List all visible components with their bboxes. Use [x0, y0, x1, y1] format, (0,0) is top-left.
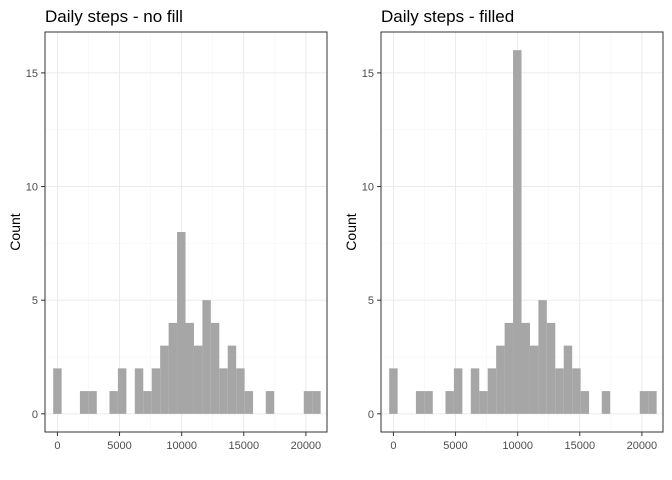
y-tick-label: 0	[32, 409, 38, 421]
chart-panel-2: 0 5000 10000 15000 20000 0 5 10 15 Daily steps - …	[343, 7, 664, 452]
histogram-bar	[79, 391, 89, 414]
x-tick-label: 15000	[228, 440, 259, 452]
histogram-bar	[648, 391, 657, 414]
histogram-bar	[504, 322, 514, 414]
histogram-bar	[134, 368, 144, 414]
histogram-bar	[487, 368, 497, 414]
x-tick-label: 5000	[443, 440, 467, 452]
histogram-bar	[580, 391, 590, 414]
x-tick-label: 15000	[564, 440, 595, 452]
chart-title: Daily steps - no fill	[45, 7, 183, 26]
histogram-bar	[265, 391, 275, 414]
y-axis-label: Count	[343, 213, 359, 250]
histogram-bar	[303, 391, 313, 414]
histogram-bar	[193, 345, 203, 414]
histogram-bar	[563, 345, 573, 414]
histogram-bar	[639, 391, 649, 414]
histogram-bar	[415, 391, 425, 414]
chart-panel-1: 0 5000 10000 15000 20000 0 5 10 15 Daily steps - …	[7, 7, 328, 452]
histogram-bar	[117, 368, 127, 414]
histogram-bar	[227, 345, 237, 414]
histogram-bar	[513, 50, 522, 414]
x-tick-label: 5000	[107, 440, 131, 452]
histogram-bar	[538, 300, 547, 414]
y-tick-label: 5	[368, 295, 374, 307]
x-tick-label: 0	[390, 440, 396, 452]
histogram-bar	[244, 391, 254, 414]
histogram-bar	[151, 368, 161, 414]
panel-border	[44, 31, 328, 433]
histogram-bar	[168, 322, 178, 414]
histogram-bar	[572, 368, 581, 414]
y-tick-label: 10	[362, 182, 374, 194]
y-tick-label: 15	[362, 68, 374, 80]
histogram-bar	[453, 368, 463, 414]
histogram-bar	[88, 391, 97, 414]
histogram-bar	[53, 368, 62, 414]
histogram-bar	[219, 368, 228, 414]
histogram-bar	[210, 322, 220, 414]
histogram-bar	[521, 322, 530, 414]
histogram-bar	[143, 391, 152, 414]
y-axis-label: Count	[7, 213, 23, 250]
y-tick-label: 15	[26, 68, 38, 80]
histogram-bar	[424, 391, 433, 414]
histogram-bar	[160, 345, 169, 414]
histogram-bar	[202, 300, 211, 414]
histogram-bar	[555, 368, 564, 414]
histogram-bar	[496, 345, 505, 414]
x-tick-label: 10000	[502, 440, 533, 452]
histogram-bar	[312, 391, 321, 414]
y-tick-label: 0	[368, 409, 374, 421]
histogram-bar	[389, 368, 398, 414]
y-tick-label: 10	[26, 182, 38, 194]
histogram-bar	[177, 232, 186, 414]
histogram-bar	[546, 322, 556, 414]
histogram-bar	[236, 368, 245, 414]
panel-border	[380, 31, 664, 433]
histogram-bar	[185, 322, 194, 414]
histogram-bar	[529, 345, 539, 414]
histogram-bar	[445, 391, 454, 414]
histogram-bar	[109, 391, 118, 414]
histogram-bar	[601, 391, 611, 414]
histogram-bar	[470, 368, 480, 414]
x-tick-label: 0	[54, 440, 60, 452]
x-tick-label: 10000	[166, 440, 197, 452]
x-tick-label: 20000	[627, 440, 658, 452]
x-tick-label: 20000	[291, 440, 322, 452]
chart-title: Daily steps - filled	[381, 7, 514, 26]
y-tick-label: 5	[32, 295, 38, 307]
histogram-bar	[479, 391, 488, 414]
